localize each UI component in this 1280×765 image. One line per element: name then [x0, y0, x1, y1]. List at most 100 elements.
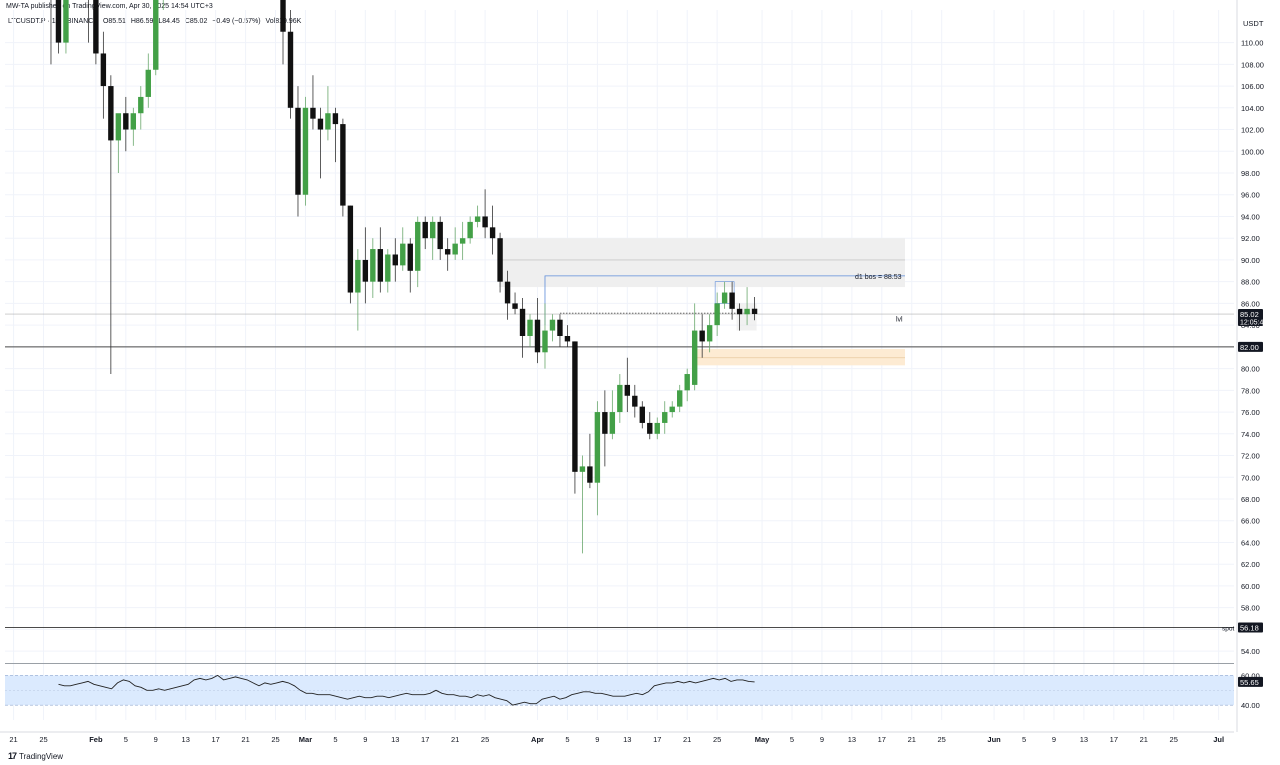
- candle-body: [714, 303, 720, 326]
- price-tick-label: 66.00: [1241, 517, 1260, 526]
- candle-body: [489, 227, 496, 239]
- candle: [602, 390, 608, 467]
- candle: [362, 227, 369, 304]
- publisher-line: MW-TA published on TradingView.com, Apr …: [6, 3, 213, 10]
- candle-body: [549, 319, 556, 331]
- candle-body: [437, 221, 443, 250]
- price-tick-label: 110.00: [1241, 39, 1263, 48]
- supply-zone: [500, 238, 905, 288]
- price-tick-label: 78.00: [1241, 386, 1260, 395]
- candle: [459, 221, 466, 260]
- candle-body: [617, 384, 623, 413]
- time-tick-label: 5: [565, 735, 569, 744]
- candle: [691, 303, 698, 391]
- candle: [632, 384, 638, 418]
- candle-body: [519, 308, 526, 336]
- candle-body: [579, 466, 586, 472]
- price-tick-label: 102.00: [1241, 126, 1264, 135]
- bos-annotation: d1 bos = 88.53: [855, 274, 902, 281]
- price-tick-label: 62.00: [1241, 560, 1260, 569]
- candle: [385, 249, 391, 293]
- candle: [317, 107, 324, 179]
- time-tick-label: 21: [9, 735, 17, 744]
- candle-body: [624, 384, 631, 396]
- time-tick-label: 5: [333, 735, 337, 744]
- price-label-bg: [1238, 622, 1263, 633]
- candle: [115, 113, 122, 173]
- time-tick-label: 13: [623, 735, 631, 744]
- candle-body: [370, 249, 376, 282]
- tradingview-brand: 17 TradingView: [8, 751, 63, 761]
- time-tick-label: May: [755, 735, 770, 744]
- price-tick-label: 70.00: [1241, 473, 1260, 482]
- legend-close: C85.02: [184, 18, 208, 25]
- candle: [50, 0, 52, 65]
- candle: [287, 10, 294, 119]
- candle-body: [400, 243, 406, 266]
- candle-body: [639, 406, 645, 423]
- legend-symbol[interactable]: LTCUSDT.P · 1D · BINANCE: [8, 18, 98, 25]
- time-tick-label: 9: [820, 735, 824, 744]
- legend-high: H86.59: [130, 18, 154, 25]
- candle: [579, 455, 586, 554]
- time-tick-label: Jun: [987, 735, 1001, 744]
- candle-body: [684, 374, 690, 391]
- candle: [138, 86, 144, 130]
- candle: [392, 238, 398, 282]
- time-tick-label: 5: [124, 735, 128, 744]
- candle-body: [557, 319, 563, 336]
- tradingview-logo-icon: 17: [8, 751, 17, 761]
- time-tick-label: 25: [481, 735, 489, 744]
- candle: [310, 75, 316, 130]
- candle: [669, 401, 675, 418]
- price-tick-label: 86.00: [1241, 299, 1260, 308]
- candle-body: [55, 0, 62, 43]
- rsi-value-text: 55.65: [1240, 678, 1259, 687]
- time-tick-label: 25: [1170, 735, 1178, 744]
- candle-body: [706, 325, 713, 342]
- candle-body: [295, 107, 301, 195]
- candle: [639, 401, 645, 429]
- spot-tag: spot: [1222, 625, 1234, 632]
- candle: [482, 189, 488, 239]
- candle: [587, 433, 593, 489]
- candle: [55, 0, 62, 54]
- price-label-text: 85.02: [1240, 310, 1259, 319]
- candle-body: [474, 216, 481, 222]
- candle-body: [609, 412, 616, 434]
- candle: [347, 205, 354, 304]
- candle: [467, 216, 473, 244]
- price-label-text: 56.18: [1240, 623, 1259, 632]
- price-label-bg: [1238, 341, 1263, 352]
- candle-body: [677, 390, 683, 407]
- candle: [108, 75, 114, 375]
- candle: [549, 314, 556, 342]
- candle: [430, 216, 436, 260]
- price-tick-label: 60.00: [1241, 582, 1260, 591]
- candle: [684, 368, 690, 402]
- time-tick-label: 13: [182, 735, 190, 744]
- candle: [474, 205, 481, 228]
- candle-body: [444, 249, 451, 255]
- candle-body: [527, 319, 533, 336]
- candle: [280, 0, 286, 65]
- rsi-line: [58, 674, 755, 706]
- candle-body: [691, 330, 698, 385]
- rsi-tick-label: 40.00: [1241, 701, 1260, 710]
- candle-body: [504, 281, 511, 304]
- price-tick-label: 94.00: [1241, 212, 1260, 221]
- candle-body: [564, 336, 571, 342]
- price-tick-label: 96.00: [1241, 191, 1260, 200]
- price-tick-label: 90.00: [1241, 256, 1260, 265]
- price-label-text: 82.00: [1240, 343, 1259, 352]
- candle: [302, 96, 309, 206]
- candle: [452, 227, 458, 260]
- candle: [654, 417, 660, 440]
- candle: [624, 357, 631, 413]
- time-tick-label: 17: [878, 735, 886, 744]
- price-tick-label: 80.00: [1241, 365, 1260, 374]
- candle: [407, 238, 413, 293]
- candle: [572, 341, 578, 494]
- candle: [93, 0, 99, 65]
